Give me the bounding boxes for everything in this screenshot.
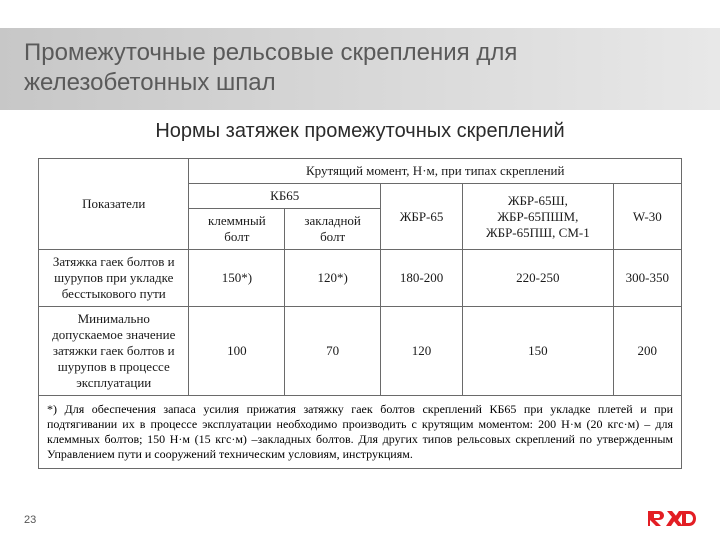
row-label: Минимально допускаемое значение затяжки … (39, 307, 189, 396)
slide: Промежуточные рельсовые скрепления для ж… (0, 0, 720, 540)
cell: 120*) (285, 250, 381, 307)
cell: 70 (285, 307, 381, 396)
th-parameters: Показатели (39, 159, 189, 250)
table-wrap: Показатели Крутящий момент, Н·м, при тип… (38, 158, 682, 469)
table-row: Затяжка гаек болтов и шурупов при укладк… (39, 250, 682, 307)
title-band: Промежуточные рельсовые скрепления для ж… (0, 28, 720, 110)
cell: 300-350 (613, 250, 681, 307)
th-w30: W-30 (613, 184, 681, 250)
th-kb65: КБ65 (189, 184, 381, 209)
footnote: *) Для обеспечения запаса усилия прижати… (38, 396, 682, 469)
slide-title: Промежуточные рельсовые скрепления для ж… (24, 38, 696, 98)
cell: 180-200 (381, 250, 463, 307)
rzd-logo-path (648, 511, 696, 526)
rzd-logo-icon (648, 508, 696, 528)
th-zhbr65sh: ЖБР-65Ш, ЖБР-65ПШМ, ЖБР-65ПШ, СМ-1 (463, 184, 613, 250)
th-kb65-klem: клеммный болт (189, 209, 285, 250)
cell: 120 (381, 307, 463, 396)
cell: 100 (189, 307, 285, 396)
cell: 200 (613, 307, 681, 396)
torque-table: Показатели Крутящий момент, Н·м, при тип… (38, 158, 682, 396)
cell: 220-250 (463, 250, 613, 307)
page-number: 23 (24, 514, 36, 526)
th-kb65-zakl: закладной болт (285, 209, 381, 250)
th-zhbr65: ЖБР-65 (381, 184, 463, 250)
slide-subtitle: Нормы затяжек промежуточных скреплений (0, 120, 720, 143)
row-label: Затяжка гаек болтов и шурупов при укладк… (39, 250, 189, 307)
th-torque-types: Крутящий момент, Н·м, при типах скреплен… (189, 159, 682, 184)
subtitle-wrap: Нормы затяжек промежуточных скреплений (0, 120, 720, 143)
table-row: Минимально допускаемое значение затяжки … (39, 307, 682, 396)
cell: 150 (463, 307, 613, 396)
cell: 150*) (189, 250, 285, 307)
